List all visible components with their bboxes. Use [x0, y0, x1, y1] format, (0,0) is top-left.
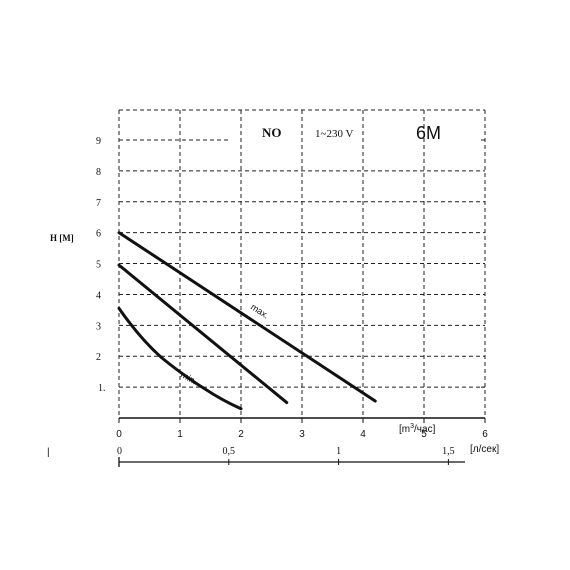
- y-tick-label: 4: [96, 290, 101, 301]
- series-label-1: max.: [249, 302, 271, 321]
- series: [117, 231, 377, 411]
- x-axis-unit-start: [m: [399, 424, 410, 435]
- y-tick-label: 6: [96, 229, 101, 240]
- x-tick-label: 4: [360, 429, 366, 440]
- x-axis-unit-tail: /час]: [414, 424, 436, 435]
- x2-tick-label: 1,5: [442, 446, 455, 457]
- y-tick-label: 9: [96, 136, 101, 147]
- x-tick-label: 1: [177, 429, 183, 440]
- x-tick-label: 0: [116, 429, 122, 440]
- y-tick-label: 8: [96, 167, 101, 178]
- x2-tick-label: 1: [336, 446, 341, 457]
- x-tick-label: 5: [421, 429, 427, 440]
- grid: [118, 109, 486, 418]
- y-tick-label: 2: [96, 352, 101, 363]
- series-curve-2: [117, 263, 289, 405]
- y-tick-label: 5: [96, 260, 101, 271]
- chart-title-size: 6M: [416, 123, 441, 143]
- chart-title-model: NO: [262, 125, 282, 140]
- x-axis-unit-superscript: 3: [410, 423, 414, 430]
- x2-axis-label: [л/сек]: [470, 444, 499, 455]
- x-tick-label: 3: [299, 429, 305, 440]
- y-tick-label: 3: [96, 321, 101, 332]
- y-tick-label: 1.: [98, 383, 106, 394]
- y-axis-label: H [M]: [50, 233, 74, 243]
- left-edge-mark: |: [47, 447, 50, 458]
- x-axis-label: [m3/час]: [399, 423, 436, 435]
- x2-tick-label: 0: [117, 446, 122, 457]
- x2-tick-label: 0,5: [223, 446, 236, 457]
- chart-title-voltage: 1~230 V: [315, 128, 354, 140]
- series-curve-1: [117, 231, 377, 403]
- axes: 0 1 2 3 4 5 6 1. 2 3 4 5 6 7 8 9 0 0,5 1 1,5: [96, 136, 488, 467]
- y-tick-label: 7: [96, 198, 101, 209]
- labels: max.min.: [179, 302, 271, 387]
- series-curve-3: [117, 306, 243, 411]
- x-tick-label: 6: [482, 429, 488, 440]
- x-tick-label: 2: [238, 429, 244, 440]
